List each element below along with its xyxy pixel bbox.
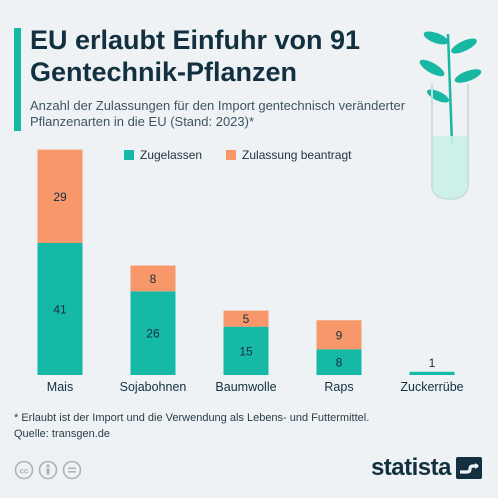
data-label-raps-pending: 9 <box>336 328 343 342</box>
bar-mais-pending <box>37 149 83 243</box>
bar-baumwolle-approved <box>223 326 269 375</box>
data-label-sojabohnen-pending: 8 <box>150 272 157 286</box>
bar-zuckerrübe-approved <box>409 371 455 375</box>
footnote-text: * Erlaubt ist der Import und die Verwend… <box>14 412 370 424</box>
statista-logo: statista <box>371 454 482 482</box>
chart-legend: Zugelassen Zulassung beantragt <box>124 148 351 162</box>
equals-icon <box>62 460 82 480</box>
plant-tube-icon <box>419 31 482 201</box>
bar-raps-pending <box>316 320 362 350</box>
legend-swatch-pending <box>226 150 237 160</box>
person-icon <box>38 460 58 480</box>
bar-raps-approved <box>316 349 362 375</box>
statista-wordmark: statista <box>370 454 452 481</box>
x-tick-label-raps: Raps <box>324 380 353 394</box>
bar-sojabohnen-approved <box>130 291 176 375</box>
bar-sojabohnen-pending <box>130 265 176 292</box>
license-icons: cc <box>14 460 82 480</box>
x-tick-label-zuckerrübe: Zuckerrübe <box>400 380 463 394</box>
accent-bar <box>14 28 21 131</box>
data-label-baumwolle-pending: 5 <box>243 312 250 326</box>
data-label-mais-approved: 41 <box>53 302 67 316</box>
data-label-sojabohnen-approved: 26 <box>146 327 160 341</box>
data-label-mais-pending: 29 <box>53 190 67 204</box>
legend-label-approved: Zugelassen <box>140 148 203 162</box>
source-text: Quelle: transgen.de <box>14 428 111 440</box>
data-label-baumwolle-approved: 15 <box>239 344 253 358</box>
legend-label-pending: Zulassung beantragt <box>242 148 352 162</box>
legend-item-pending: Zulassung beantragt <box>226 148 351 162</box>
data-label-zuckerrübe-approved: 1 <box>429 356 436 370</box>
statista-logo-icon <box>456 457 482 479</box>
x-tick-label-sojabohnen: Sojabohnen <box>120 380 187 394</box>
svg-text:cc: cc <box>20 467 29 476</box>
cc-icon: cc <box>14 460 34 480</box>
bar-baumwolle-pending <box>223 310 269 327</box>
x-tick-label-baumwolle: Baumwolle <box>215 380 276 394</box>
chart-subtitle: Anzahl der Zulassungen für den Import ge… <box>30 98 406 129</box>
bar-mais-approved <box>37 242 83 375</box>
chart-title: EU erlaubt Einfuhr von 91 Gentechnik-Pfl… <box>30 25 361 87</box>
x-tick-label-mais: Mais <box>47 380 73 394</box>
data-label-raps-approved: 8 <box>336 356 343 370</box>
legend-swatch-approved <box>124 150 134 160</box>
footnote: * Erlaubt ist der Import und die Verwend… <box>14 410 369 442</box>
legend-item-approved: Zugelassen <box>124 148 202 162</box>
